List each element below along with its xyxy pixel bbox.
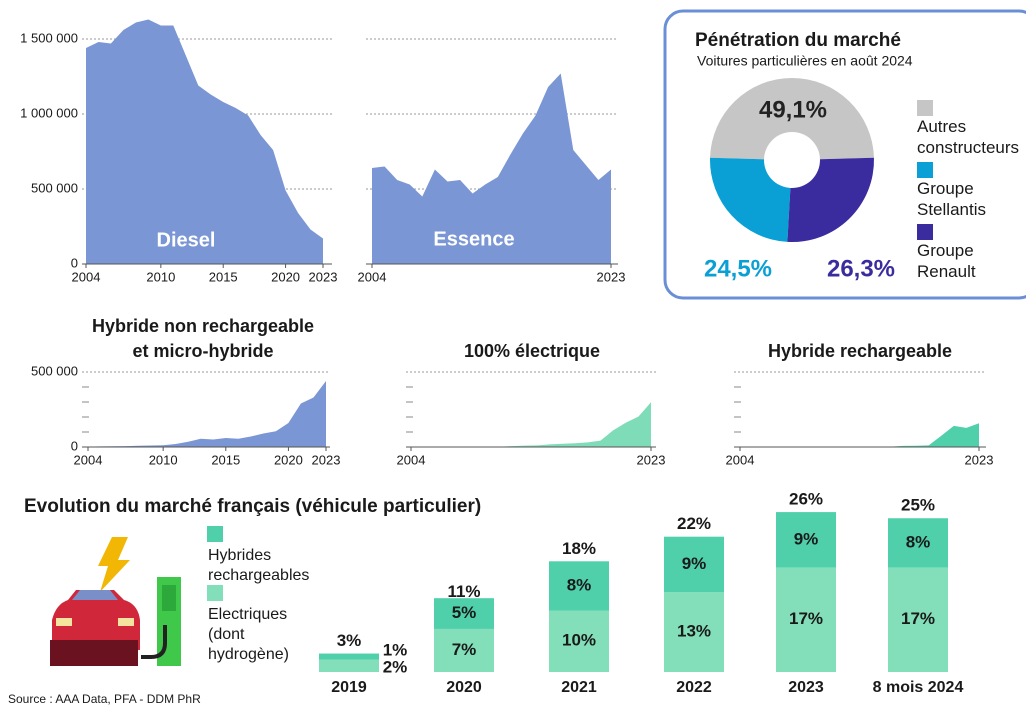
- legend-swatch: [917, 100, 933, 116]
- legend-label: Hybrides rechargeables: [208, 546, 310, 586]
- x-tick-label: 2020: [271, 269, 300, 284]
- x-tick-label: 2021: [561, 679, 597, 696]
- segment-label: 8%: [567, 575, 592, 594]
- legend-swatch: [917, 224, 933, 240]
- segment-label: 8%: [906, 532, 931, 551]
- segment-label: 7%: [452, 640, 477, 659]
- segment-label: 9%: [794, 529, 819, 548]
- x-tick-label: 2023: [965, 452, 994, 467]
- slice-label: 26,3%: [827, 255, 895, 282]
- slice-label: 24,5%: [704, 255, 772, 282]
- y-tick-label: 500 000: [31, 363, 78, 378]
- legend-label: Groupe Renault: [917, 240, 1026, 282]
- total-label: 26%: [789, 490, 823, 509]
- bar-segment: [319, 654, 379, 660]
- y-tick-label: 0: [71, 255, 78, 270]
- segment-label: 2%: [383, 657, 408, 676]
- car-illustration: [50, 537, 181, 666]
- total-label: 11%: [447, 582, 480, 601]
- x-tick-label: 2022: [676, 679, 712, 696]
- y-tick-label: 0: [71, 438, 78, 453]
- y-tick-label: 1 500 000: [20, 30, 78, 45]
- area-label: Essence: [433, 228, 514, 250]
- x-tick-label: 2004: [74, 452, 103, 467]
- pie-title: Pénétration du marché: [695, 30, 901, 51]
- legend-swatch: [917, 162, 933, 178]
- segment-label: 17%: [901, 609, 935, 628]
- x-tick-label: 2015: [209, 269, 238, 284]
- chart-title: Hybride non rechargeable: [92, 316, 314, 336]
- total-label: 18%: [562, 539, 596, 558]
- x-tick-label: 2004: [726, 452, 755, 467]
- area: [88, 381, 326, 447]
- x-tick-label: 2010: [149, 452, 178, 467]
- source: Source : AAA Data, PFA - DDM PhR: [8, 692, 201, 706]
- segment-label: 13%: [677, 622, 711, 641]
- segment-label: 5%: [452, 603, 477, 622]
- segment-label: 1%: [383, 640, 408, 659]
- x-tick-label: 8 mois 2024: [873, 679, 964, 696]
- x-tick-label: 2023: [312, 452, 341, 467]
- legend-label: Groupe Stellantis: [917, 178, 1026, 220]
- x-tick-label: 2004: [358, 269, 387, 284]
- legend-label: Autres constructeurs: [917, 116, 1026, 158]
- area: [86, 20, 323, 265]
- segment-label: 10%: [562, 631, 596, 650]
- chart-title: et micro-hybride: [132, 341, 273, 361]
- pie-slice: [787, 158, 874, 242]
- segment-label: 9%: [682, 554, 707, 573]
- page: Evolution du marché français (véhicule p…: [0, 0, 1026, 707]
- area: [411, 402, 651, 447]
- pie-subtitle: Voitures particulières en août 2024: [697, 53, 913, 69]
- slice-label: 49,1%: [759, 96, 827, 123]
- legend-swatch: [207, 526, 223, 542]
- x-tick-label: 2023: [309, 269, 338, 284]
- segment-label: 17%: [789, 609, 823, 628]
- x-tick-label: 2020: [274, 452, 303, 467]
- area-label: Diesel: [157, 229, 216, 251]
- x-tick-label: 2019: [331, 679, 367, 696]
- bar-chart-title: Evolution du marché français (véhicule p…: [24, 496, 481, 517]
- x-tick-label: 2010: [146, 269, 175, 284]
- total-label: 22%: [677, 514, 711, 533]
- x-tick-label: 2023: [788, 679, 824, 696]
- pie-slice: [710, 158, 790, 242]
- x-tick-label: 2023: [597, 269, 626, 284]
- total-label: 25%: [901, 496, 935, 515]
- legend-label: Electriques (dont hydrogène): [208, 605, 310, 665]
- y-tick-label: 1 000 000: [20, 105, 78, 120]
- x-tick-label: 2015: [211, 452, 240, 467]
- total-label: 3%: [337, 631, 362, 650]
- chart-title: Hybride rechargeable: [768, 341, 952, 361]
- infographic: Evolution du marché français (véhicule p…: [0, 0, 1026, 707]
- legend-swatch: [207, 585, 223, 601]
- x-tick-label: 2023: [637, 452, 666, 467]
- x-tick-label: 2020: [446, 679, 482, 696]
- chart-title: 100% électrique: [464, 341, 600, 361]
- bar-segment: [319, 660, 379, 672]
- x-tick-label: 2004: [397, 452, 426, 467]
- area: [740, 423, 979, 447]
- y-tick-label: 500 000: [31, 180, 78, 195]
- x-tick-label: 2004: [72, 269, 101, 284]
